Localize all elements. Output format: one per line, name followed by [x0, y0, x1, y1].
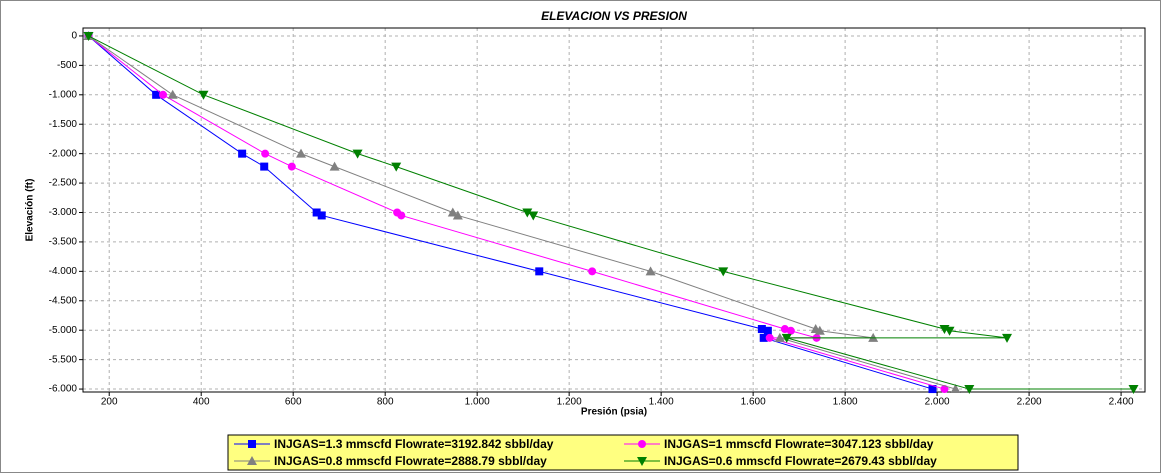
- marker: [718, 267, 729, 277]
- y-tick-label: -5.500: [49, 354, 78, 365]
- y-tick-label: -500: [57, 60, 77, 71]
- marker: [329, 161, 340, 171]
- y-tick-label: -3.500: [49, 237, 78, 248]
- x-tick-label: 1.800: [833, 397, 858, 408]
- marker: [950, 384, 961, 394]
- legend-marker: [638, 440, 646, 448]
- x-tick-label: 800: [377, 397, 394, 408]
- legend-marker: [247, 456, 257, 465]
- marker: [447, 207, 458, 217]
- x-tick-label: 1.400: [649, 397, 674, 408]
- marker: [260, 162, 269, 171]
- marker: [814, 325, 825, 335]
- y-tick-label: -1.000: [49, 89, 78, 100]
- marker: [397, 211, 406, 220]
- marker: [198, 90, 209, 100]
- marker: [452, 210, 463, 220]
- x-axis-label: Presión (psia): [581, 407, 647, 418]
- marker: [312, 208, 321, 217]
- marker: [964, 385, 975, 395]
- marker: [940, 385, 949, 394]
- marker: [522, 208, 533, 218]
- x-tick-label: 1.600: [741, 397, 766, 408]
- marker: [317, 211, 326, 220]
- marker: [261, 149, 270, 158]
- marker: [765, 333, 774, 342]
- marker: [786, 326, 795, 335]
- marker: [763, 326, 772, 335]
- y-axis-label: Elevación (ft): [25, 179, 36, 242]
- y-tick-label: 0: [71, 31, 77, 42]
- y-tick-label: -4.500: [49, 295, 78, 306]
- legend-label: INJGAS=1 mmscfd Flowrate=3047.123 sbbl/d…: [664, 437, 934, 451]
- x-tick-label: 1.000: [465, 397, 490, 408]
- marker: [1002, 333, 1013, 343]
- x-tick-label: 400: [193, 397, 210, 408]
- y-tick-label: -1.500: [49, 119, 78, 130]
- marker: [296, 148, 307, 158]
- marker: [645, 266, 656, 276]
- chart-title: ELEVACION VS PRESION: [541, 9, 687, 23]
- legend-marker: [637, 457, 647, 466]
- y-tick-label: -6.000: [49, 384, 78, 395]
- marker: [159, 90, 168, 99]
- marker: [238, 149, 247, 158]
- y-tick-label: -2.000: [49, 148, 78, 159]
- legend-label: INJGAS=1.3 mmscfd Flowrate=3192.842 sbbl…: [274, 437, 554, 451]
- marker: [83, 31, 94, 41]
- plot-area: [83, 28, 1145, 392]
- x-tick-label: 200: [101, 397, 118, 408]
- x-tick-label: 2.200: [1017, 397, 1042, 408]
- marker: [287, 162, 296, 171]
- y-tick-label: -3.000: [49, 207, 78, 218]
- marker: [528, 211, 539, 221]
- marker: [774, 332, 785, 342]
- y-tick-label: -4.000: [49, 266, 78, 277]
- x-tick-label: 1.200: [557, 397, 582, 408]
- x-tick-label: 2.000: [925, 397, 950, 408]
- y-tick-label: -2.500: [49, 178, 78, 189]
- x-tick-label: 2.400: [1109, 397, 1134, 408]
- marker: [944, 326, 955, 336]
- marker: [535, 267, 544, 276]
- marker: [781, 333, 792, 343]
- marker: [167, 89, 178, 99]
- marker: [588, 267, 597, 276]
- plot-border: [82, 27, 1146, 393]
- marker: [928, 385, 937, 394]
- marker: [1128, 385, 1139, 395]
- marker: [352, 149, 363, 159]
- marker: [757, 325, 766, 334]
- marker: [152, 90, 161, 99]
- x-tick-label: 600: [285, 397, 302, 408]
- legend-marker: [248, 440, 256, 448]
- marker: [391, 162, 402, 172]
- legend-label: INJGAS=0.6 mmscfd Flowrate=2679.43 sbbl/…: [664, 454, 937, 468]
- legend-box: [227, 434, 1019, 471]
- legend-label: INJGAS=0.8 mmscfd Flowrate=2888.79 sbbl/…: [274, 454, 547, 468]
- marker: [759, 333, 768, 342]
- y-tick-label: -5.000: [49, 325, 78, 336]
